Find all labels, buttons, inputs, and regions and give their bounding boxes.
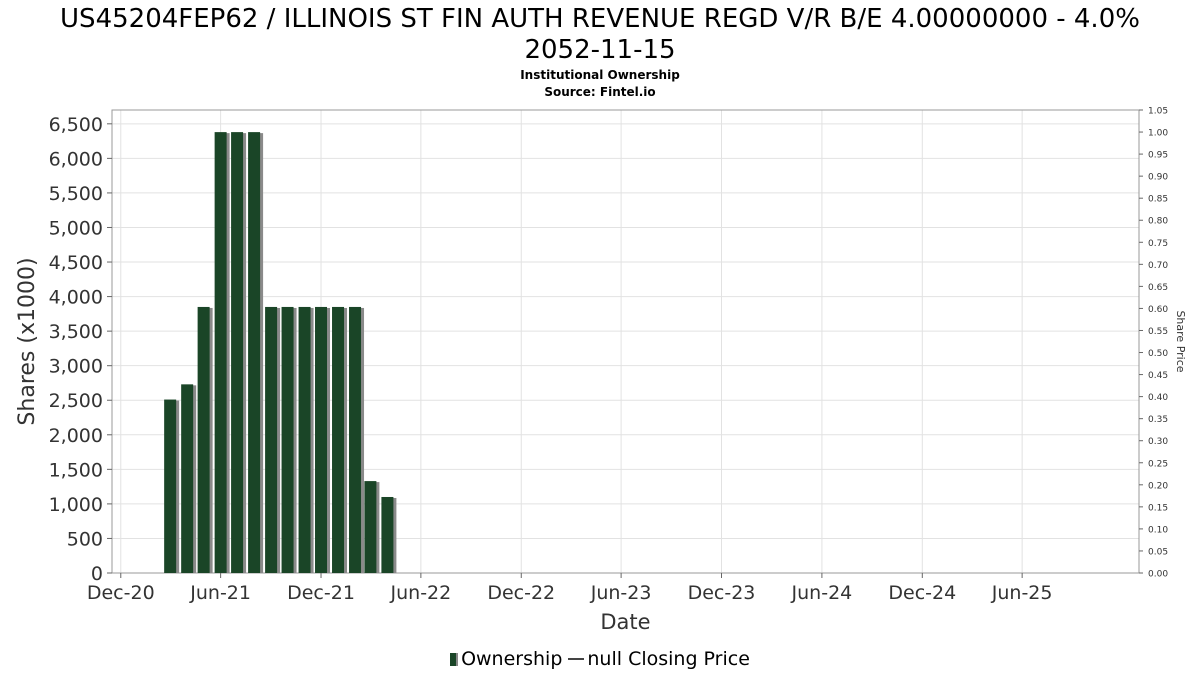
y2-tick-label: 0.25 bbox=[1148, 459, 1168, 469]
y-tick-label: 0 bbox=[91, 563, 103, 585]
y-axis-label: Shares (x1000) bbox=[15, 257, 40, 425]
chart-source: Source: Fintel.io bbox=[544, 85, 656, 99]
x-axis-ticks: Dec-20 Jun-21 Dec-21 Jun-22 Dec-22 Jun-23 Dec-… bbox=[87, 573, 1053, 604]
x-tick-label: Jun-22 bbox=[390, 582, 452, 604]
ownership-chart: 0 500 1,000 1,500 2,000 2,500 3,000 3,500 4,000 4… bbox=[15, 107, 1187, 635]
y2-tick-label: 0.65 bbox=[1148, 283, 1168, 293]
y2-tick-label: 0.70 bbox=[1148, 261, 1168, 271]
closing-price-legend-line bbox=[568, 658, 585, 660]
y2-tick-label: 1.05 bbox=[1148, 107, 1168, 117]
y2-tick-label: 0.60 bbox=[1148, 305, 1168, 315]
y-tick-label: 5,000 bbox=[49, 217, 103, 239]
ownership-bar bbox=[298, 306, 311, 573]
chart-legend: Ownership null Closing Price bbox=[0, 648, 1200, 670]
y2-tick-label: 0.80 bbox=[1148, 217, 1168, 227]
ownership-bar bbox=[248, 132, 261, 573]
y2-tick-label: 0.10 bbox=[1148, 525, 1168, 535]
x-tick-label: Dec-20 bbox=[87, 582, 155, 604]
ownership-bar bbox=[381, 496, 394, 573]
ownership-legend-swatch bbox=[450, 653, 459, 666]
y2-tick-label: 1.00 bbox=[1148, 129, 1168, 139]
ownership-bar bbox=[364, 481, 377, 573]
ownership-bar bbox=[332, 306, 345, 573]
ownership-bar bbox=[265, 306, 278, 573]
ownership-bar bbox=[231, 132, 244, 573]
x-tick-label: Jun-23 bbox=[590, 582, 652, 604]
ownership-bar bbox=[281, 306, 294, 573]
y-tick-label: 1,000 bbox=[49, 494, 103, 516]
x-tick-label: Dec-24 bbox=[888, 582, 956, 604]
y2-tick-label: 0.85 bbox=[1148, 195, 1168, 205]
y-tick-label: 6,000 bbox=[49, 148, 103, 170]
y-tick-label: 3,000 bbox=[49, 356, 103, 378]
y-tick-label: 4,000 bbox=[49, 287, 103, 309]
chart-title-line-1: US45204FEP62 / ILLINOIS ST FIN AUTH REVE… bbox=[60, 4, 1140, 34]
y2-tick-label: 0.75 bbox=[1148, 239, 1168, 249]
y2-tick-label: 0.20 bbox=[1148, 481, 1168, 491]
y-tick-label: 500 bbox=[67, 528, 103, 550]
ownership-bar bbox=[197, 306, 210, 573]
ownership-bar bbox=[315, 306, 328, 573]
y2-tick-label: 0.90 bbox=[1148, 173, 1168, 183]
ownership-bar bbox=[164, 399, 177, 573]
x-axis-label: Date bbox=[600, 610, 650, 634]
y2-tick-label: 0.05 bbox=[1148, 547, 1168, 557]
y-tick-label: 5,500 bbox=[49, 183, 103, 205]
y-tick-label: 2,500 bbox=[49, 390, 103, 412]
y-tick-label: 1,500 bbox=[49, 459, 103, 481]
x-tick-label: Dec-23 bbox=[688, 582, 756, 604]
y2-tick-label: 0.30 bbox=[1148, 437, 1168, 447]
y-tick-label: 6,500 bbox=[49, 114, 103, 136]
y2-tick-label: 0.50 bbox=[1148, 349, 1168, 359]
y2-axis-label: Share Price bbox=[1174, 310, 1187, 372]
plot-area bbox=[111, 109, 1140, 574]
y2-tick-label: 0.55 bbox=[1148, 327, 1168, 337]
y-tick-label: 2,000 bbox=[49, 425, 103, 447]
y2-tick-label: 0.95 bbox=[1148, 151, 1168, 161]
y2-tick-label: 0.00 bbox=[1148, 570, 1168, 580]
ownership-bar bbox=[181, 384, 194, 573]
x-tick-label: Jun-21 bbox=[189, 582, 251, 604]
x-tick-label: Jun-24 bbox=[791, 582, 853, 604]
x-tick-label: Jun-25 bbox=[991, 582, 1053, 604]
y2-tick-label: 0.35 bbox=[1148, 415, 1168, 425]
y2-tick-label: 0.45 bbox=[1148, 371, 1168, 381]
ownership-bars bbox=[164, 132, 397, 573]
y2-axis-ticks: 0.00 0.05 0.10 0.15 0.20 0.25 0.30 0.35 0.40 0.45… bbox=[1139, 107, 1168, 580]
chart-subtitle: Institutional Ownership bbox=[520, 68, 680, 82]
legend-closing-price-label: null Closing Price bbox=[587, 648, 750, 670]
ownership-bar bbox=[214, 132, 227, 573]
y-tick-label: 3,500 bbox=[49, 321, 103, 343]
legend-ownership-label: Ownership bbox=[461, 648, 563, 670]
y2-tick-label: 0.15 bbox=[1148, 503, 1168, 513]
y2-tick-label: 0.40 bbox=[1148, 393, 1168, 403]
y-tick-label: 4,500 bbox=[49, 252, 103, 274]
x-tick-label: Dec-22 bbox=[487, 582, 555, 604]
x-tick-label: Dec-21 bbox=[287, 582, 355, 604]
chart-title-line-2: 2052-11-15 bbox=[524, 35, 676, 65]
y-axis-ticks: 0 500 1,000 1,500 2,000 2,500 3,000 3,500 4,000 4… bbox=[49, 114, 112, 585]
ownership-bar bbox=[349, 306, 362, 573]
